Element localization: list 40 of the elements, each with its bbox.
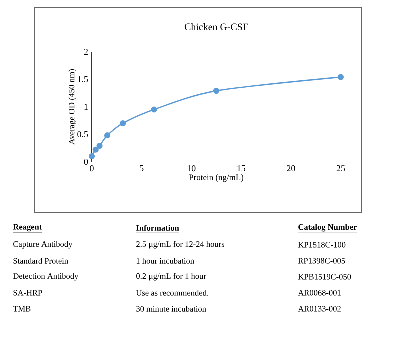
x-axis-title: Protein (ng/mL) (189, 174, 244, 182)
y-axis-title: Average OD (450 nm) (68, 69, 76, 145)
point (96, 143, 103, 150)
text: Reagent (13, 224, 42, 232)
x-tick-label: 15 (238, 166, 246, 172)
text: Information (136, 225, 180, 231)
text: Standard Protein (14, 258, 68, 264)
point (151, 106, 158, 113)
y-tick-label: 0.5 (78, 131, 88, 138)
point (92, 146, 99, 153)
text: KP1518C-100 (298, 242, 346, 248)
text: AR0068-001 (298, 290, 341, 296)
chart-title: Chicken G-CSF (184, 23, 248, 30)
point (104, 132, 111, 139)
text: TMB (13, 306, 31, 312)
y-tick-label: 1.5 (78, 76, 88, 83)
x-tick-label: 0 (90, 166, 94, 172)
point (338, 74, 344, 80)
text: KPB1519C-050 (298, 274, 352, 280)
point (88, 153, 96, 160)
text: 1 hour incubation (136, 258, 194, 264)
text: RP1398C-005 (298, 258, 346, 264)
x-tick-label: 5 (140, 166, 144, 172)
x-tick-label: 10 (188, 166, 196, 172)
point (120, 120, 126, 127)
text: SA-HRP (14, 290, 42, 296)
text: 0.2 µg/mL for 1 hour (136, 273, 206, 281)
y-tick-label: 2 (84, 49, 88, 55)
y-tick-label: 1 (84, 104, 88, 110)
text: Catalog Number (298, 224, 358, 232)
y-tick-label: 0 (84, 158, 88, 166)
x-tick-label: 25 (336, 166, 346, 172)
text: Capture Antibody (14, 241, 73, 249)
text: 30 minute incubation (136, 306, 206, 312)
text: 2.5 µg/mL for 12-24 hours (136, 241, 224, 249)
text: Use as recommended. (136, 290, 208, 296)
text: Detection Antibody (13, 273, 79, 281)
x-tick-label: 20 (287, 166, 296, 172)
point (213, 88, 220, 94)
text: AR0133-002 (298, 306, 341, 312)
